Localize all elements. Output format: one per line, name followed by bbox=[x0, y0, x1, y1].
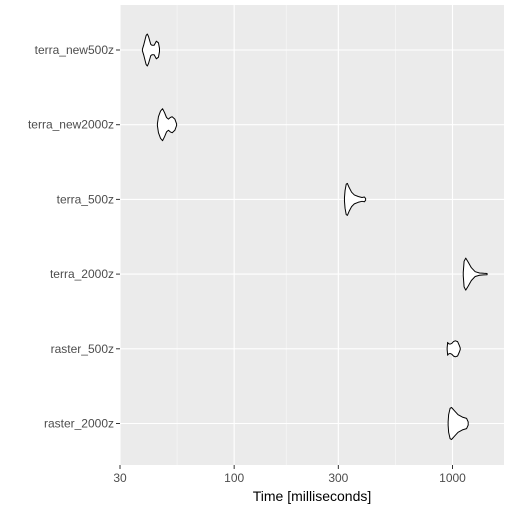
x-axis: 30 100 300 1000 bbox=[113, 465, 466, 485]
y-tick-label: raster_2000z bbox=[44, 417, 114, 431]
x-tick-label: 1000 bbox=[439, 471, 466, 485]
minor-gridlines bbox=[176, 5, 396, 465]
violin-raster_2000z bbox=[447, 407, 469, 440]
x-tick-label: 300 bbox=[328, 471, 348, 485]
x-tick-label: 100 bbox=[224, 471, 244, 485]
y-tick-label: raster_500z bbox=[51, 342, 114, 356]
violin-terra_500z bbox=[343, 182, 367, 216]
violin-terra_new2000z bbox=[156, 108, 178, 142]
violins bbox=[141, 33, 488, 440]
violin-terra_new500z bbox=[141, 33, 160, 67]
y-tick-label: terra_new500z bbox=[35, 43, 114, 57]
x-axis-title: Time [milliseconds] bbox=[253, 488, 372, 504]
y-axis: terra_new500z terra_new2000z terra_500zter… bbox=[28, 43, 120, 431]
violin-terra_2000z bbox=[462, 257, 488, 291]
plot-panel bbox=[120, 5, 504, 465]
y-tick-label: terra_500z bbox=[57, 192, 114, 206]
violin-raster_500z bbox=[446, 340, 461, 358]
x-tick-label: 30 bbox=[113, 471, 127, 485]
y-tick-label: terra_new2000z bbox=[28, 118, 114, 132]
major-gridlines bbox=[119, 5, 504, 465]
y-tick-label: terra_2000z bbox=[50, 267, 114, 281]
